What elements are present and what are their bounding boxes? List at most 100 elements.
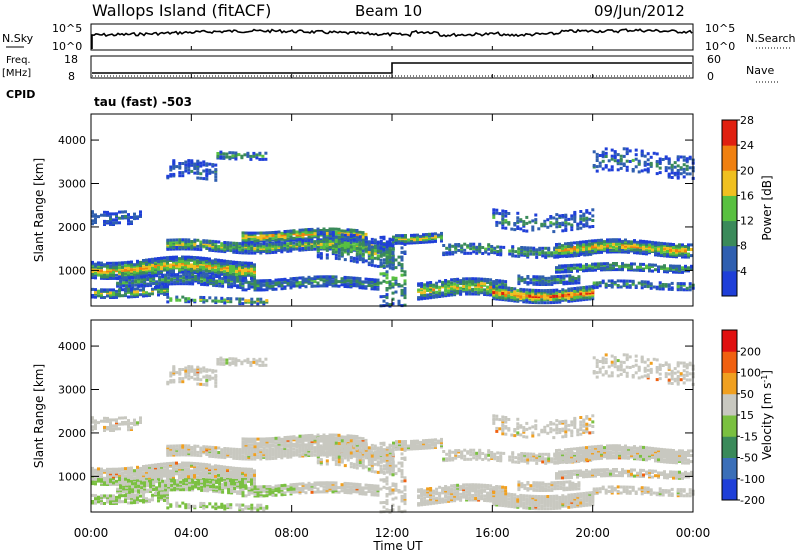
velocity-cell	[130, 478, 133, 482]
power-cell	[682, 170, 686, 174]
power-cell	[250, 251, 254, 255]
power-cell	[214, 175, 218, 179]
power-cell	[268, 231, 272, 235]
power-cell	[118, 266, 121, 270]
power-cell	[175, 297, 179, 301]
velocity-cell	[229, 466, 232, 470]
power-cell	[370, 241, 374, 244]
power-cell	[264, 151, 268, 155]
power-cell	[199, 270, 202, 274]
power-cell	[193, 238, 197, 242]
power-cell	[271, 234, 275, 237]
power-cell	[322, 244, 326, 248]
power-cell	[221, 277, 225, 281]
power-cell	[579, 286, 583, 290]
power-cell	[103, 273, 106, 277]
power-cell	[259, 242, 263, 246]
power-cell	[432, 291, 436, 295]
power-cell	[448, 251, 452, 255]
power-cell	[133, 292, 136, 296]
power-cell	[490, 245, 494, 248]
power-cell	[277, 232, 281, 236]
power-cell	[274, 281, 278, 285]
velocity-cell	[118, 467, 121, 471]
power-cell	[612, 239, 615, 243]
power-cell	[588, 211, 592, 215]
power-cell	[127, 213, 130, 217]
power-cell	[591, 208, 595, 212]
power-cell	[679, 283, 683, 287]
power-cell	[166, 256, 169, 260]
power-cell	[247, 261, 250, 265]
power-cell	[498, 296, 502, 300]
power-cell	[343, 282, 347, 285]
power-cell	[277, 244, 281, 248]
power-cell	[535, 275, 539, 279]
power-cell	[658, 160, 662, 164]
velocity-cell	[136, 465, 139, 469]
power-cell	[370, 254, 374, 258]
power-cell	[274, 235, 278, 239]
power-cell	[573, 241, 576, 245]
power-cell	[463, 248, 467, 252]
power-cell	[295, 242, 299, 246]
power-cell	[222, 152, 226, 156]
power-cell	[607, 168, 611, 172]
power-cell	[196, 244, 200, 248]
power-cell	[196, 159, 200, 163]
power-cell	[382, 247, 386, 251]
power-cell	[667, 283, 671, 287]
freq-panel: Freq. [MHz] 18 8 60 0 Nave	[2, 53, 780, 83]
power-cell	[410, 241, 413, 245]
power-cell	[391, 282, 395, 286]
power-cell	[205, 272, 208, 276]
power-cell	[277, 241, 281, 245]
power-cell	[654, 241, 657, 245]
power-cell	[426, 289, 430, 292]
power-cell	[663, 252, 666, 256]
velocity-cell	[145, 470, 148, 474]
power-cell	[166, 241, 170, 245]
power-cell	[549, 215, 553, 218]
power-cell	[178, 267, 181, 271]
power-cell	[609, 266, 612, 270]
power-cell	[163, 256, 166, 260]
power-cell	[496, 245, 500, 249]
power-cell	[151, 287, 154, 291]
power-cell	[422, 233, 425, 237]
power-cell	[592, 281, 596, 285]
power-cell	[196, 259, 199, 263]
power-cell	[516, 219, 520, 223]
power-cell	[555, 288, 559, 292]
power-cell	[91, 219, 94, 223]
power-cell	[274, 287, 278, 291]
power-cell	[382, 235, 386, 239]
power-cell	[658, 281, 662, 285]
power-cell	[437, 233, 440, 237]
power-cell	[253, 279, 257, 283]
power-cell	[298, 237, 302, 241]
power-cell	[561, 214, 565, 217]
power-cell	[669, 242, 672, 246]
power-cell	[250, 285, 254, 289]
power-cell	[604, 164, 608, 168]
power-cell	[367, 261, 371, 265]
power-cell	[573, 266, 576, 270]
power-cell	[130, 268, 133, 272]
power-cell	[301, 247, 305, 250]
power-cell	[316, 235, 320, 239]
power-cell	[598, 161, 602, 165]
power-cell	[106, 220, 109, 223]
power-cell	[564, 268, 567, 272]
power-cell	[91, 294, 94, 297]
power-cell	[403, 290, 407, 293]
power-cell	[576, 286, 580, 290]
power-cell	[499, 251, 503, 255]
power-cell	[216, 155, 220, 158]
velocity-cell	[109, 467, 112, 471]
power-cell	[403, 270, 407, 274]
power-cell	[271, 231, 275, 234]
power-cell	[682, 155, 686, 159]
power-cell	[594, 262, 597, 266]
power-cell	[437, 235, 440, 239]
